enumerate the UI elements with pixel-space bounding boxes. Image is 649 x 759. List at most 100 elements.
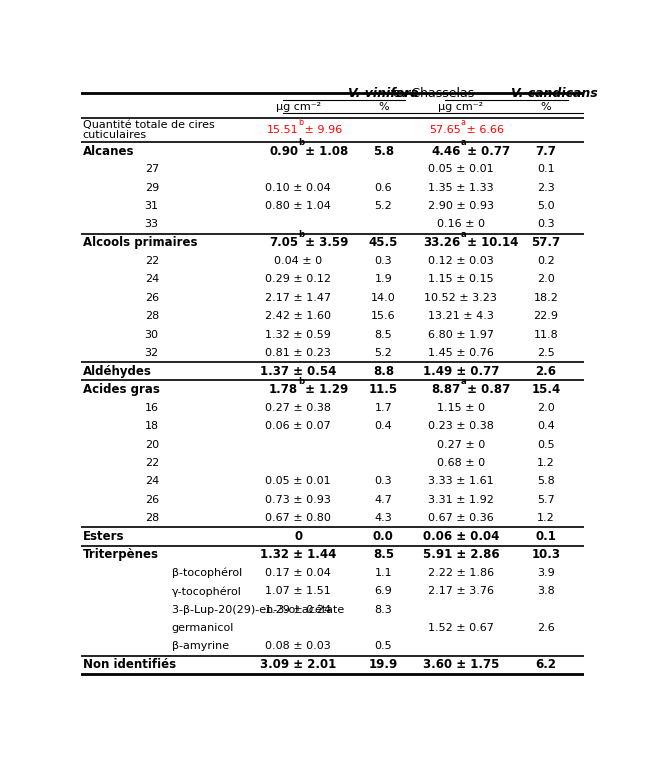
Text: %: % bbox=[378, 102, 389, 112]
Text: 2.0: 2.0 bbox=[537, 403, 555, 413]
Text: 4.7: 4.7 bbox=[374, 495, 392, 505]
Text: 3.8: 3.8 bbox=[537, 587, 555, 597]
Text: a: a bbox=[461, 138, 467, 147]
Text: Acides gras: Acides gras bbox=[82, 383, 160, 396]
Text: 8.87: 8.87 bbox=[432, 383, 461, 396]
Text: 18: 18 bbox=[145, 421, 159, 431]
Text: 8.3: 8.3 bbox=[374, 605, 392, 615]
Text: 0.27 ± 0: 0.27 ± 0 bbox=[437, 439, 485, 449]
Text: 15.4: 15.4 bbox=[532, 383, 561, 396]
Text: 0.06 ± 0.04: 0.06 ± 0.04 bbox=[422, 530, 499, 543]
Text: 10.52 ± 3.23: 10.52 ± 3.23 bbox=[424, 293, 497, 303]
Text: 1.49 ± 0.77: 1.49 ± 0.77 bbox=[422, 365, 499, 378]
Text: 1.37 ± 0.54: 1.37 ± 0.54 bbox=[260, 365, 336, 378]
Text: 0.05 ± 0.01: 0.05 ± 0.01 bbox=[265, 477, 331, 487]
Text: V. vinifera: V. vinifera bbox=[349, 87, 419, 99]
Text: ± 1.08: ± 1.08 bbox=[300, 144, 348, 158]
Text: Aldéhydes: Aldéhydes bbox=[82, 365, 152, 378]
Text: 0.3: 0.3 bbox=[374, 256, 392, 266]
Text: b: b bbox=[298, 230, 304, 239]
Text: 14.0: 14.0 bbox=[371, 293, 396, 303]
Text: 0.3: 0.3 bbox=[374, 477, 392, 487]
Text: a: a bbox=[461, 118, 466, 127]
Text: 2.90 ± 0.93: 2.90 ± 0.93 bbox=[428, 201, 494, 211]
Text: 1.32 ± 0.59: 1.32 ± 0.59 bbox=[265, 329, 331, 339]
Text: 22: 22 bbox=[145, 458, 159, 468]
Text: 0.90: 0.90 bbox=[269, 144, 298, 158]
Text: 2.17 ± 1.47: 2.17 ± 1.47 bbox=[265, 293, 331, 303]
Text: 0.23 ± 0.38: 0.23 ± 0.38 bbox=[428, 421, 494, 431]
Text: 1.45 ± 0.76: 1.45 ± 0.76 bbox=[428, 348, 494, 358]
Text: 30: 30 bbox=[145, 329, 158, 339]
Text: 1.1: 1.1 bbox=[374, 568, 392, 578]
Text: 3.09 ± 2.01: 3.09 ± 2.01 bbox=[260, 658, 336, 671]
Text: 0.1: 0.1 bbox=[535, 530, 557, 543]
Text: ± 10.14: ± 10.14 bbox=[463, 236, 519, 249]
Text: 10.3: 10.3 bbox=[532, 548, 561, 561]
Text: b: b bbox=[298, 118, 303, 127]
Text: β-amyrine: β-amyrine bbox=[172, 641, 229, 651]
Text: 8.8: 8.8 bbox=[373, 365, 394, 378]
Text: 1.52 ± 0.67: 1.52 ± 0.67 bbox=[428, 623, 494, 633]
Text: 0.67 ± 0.80: 0.67 ± 0.80 bbox=[265, 513, 331, 523]
Text: 57.7: 57.7 bbox=[532, 236, 561, 249]
Text: 1.7: 1.7 bbox=[374, 403, 392, 413]
Text: 29: 29 bbox=[145, 183, 159, 193]
Text: 0.5: 0.5 bbox=[537, 439, 555, 449]
Text: 3.9: 3.9 bbox=[537, 568, 555, 578]
Text: Triterpènes: Triterpènes bbox=[82, 548, 158, 561]
Text: 7.7: 7.7 bbox=[535, 144, 557, 158]
Text: Esters: Esters bbox=[82, 530, 124, 543]
Text: 0.17 ± 0.04: 0.17 ± 0.04 bbox=[265, 568, 331, 578]
Text: 2.22 ± 1.86: 2.22 ± 1.86 bbox=[428, 568, 494, 578]
Text: 4.3: 4.3 bbox=[374, 513, 392, 523]
Text: 26: 26 bbox=[145, 495, 159, 505]
Text: 24: 24 bbox=[145, 477, 159, 487]
Text: µg cm⁻²: µg cm⁻² bbox=[438, 102, 484, 112]
Text: 8.5: 8.5 bbox=[373, 548, 394, 561]
Text: ± 9.96: ± 9.96 bbox=[300, 125, 342, 135]
Text: 0.12 ± 0.03: 0.12 ± 0.03 bbox=[428, 256, 494, 266]
Text: 0.27 ± 0.38: 0.27 ± 0.38 bbox=[265, 403, 331, 413]
Text: 0.68 ± 0: 0.68 ± 0 bbox=[437, 458, 485, 468]
Text: 1.35 ± 1.33: 1.35 ± 1.33 bbox=[428, 183, 494, 193]
Text: 0.08 ± 0.03: 0.08 ± 0.03 bbox=[265, 641, 331, 651]
Text: ± 6.66: ± 6.66 bbox=[463, 125, 504, 135]
Text: Non identifiés: Non identifiés bbox=[82, 658, 176, 671]
Text: cv Chasselas: cv Chasselas bbox=[389, 87, 474, 99]
Text: 19.9: 19.9 bbox=[369, 658, 398, 671]
Text: 0.73 ± 0.93: 0.73 ± 0.93 bbox=[265, 495, 331, 505]
Text: 0.1: 0.1 bbox=[537, 165, 555, 175]
Text: 0.05 ± 0.01: 0.05 ± 0.01 bbox=[428, 165, 494, 175]
Text: 2.0: 2.0 bbox=[537, 275, 555, 285]
Text: %: % bbox=[541, 102, 552, 112]
Text: 1.07 ± 1.51: 1.07 ± 1.51 bbox=[265, 587, 331, 597]
Text: 27: 27 bbox=[145, 165, 159, 175]
Text: 15.6: 15.6 bbox=[371, 311, 396, 321]
Text: 1.78: 1.78 bbox=[269, 383, 298, 396]
Text: 0.16 ± 0: 0.16 ± 0 bbox=[437, 219, 485, 229]
Text: 3.31 ± 1.92: 3.31 ± 1.92 bbox=[428, 495, 494, 505]
Text: 28: 28 bbox=[145, 513, 159, 523]
Text: 5.8: 5.8 bbox=[373, 144, 394, 158]
Text: 0.0: 0.0 bbox=[373, 530, 394, 543]
Text: 0.67 ± 0.36: 0.67 ± 0.36 bbox=[428, 513, 494, 523]
Text: 5.91 ± 2.86: 5.91 ± 2.86 bbox=[422, 548, 499, 561]
Text: 1.2: 1.2 bbox=[537, 458, 555, 468]
Text: 2.6: 2.6 bbox=[535, 365, 557, 378]
Text: 1.2: 1.2 bbox=[537, 513, 555, 523]
Text: 6.2: 6.2 bbox=[535, 658, 557, 671]
Text: 1.9: 1.9 bbox=[374, 275, 392, 285]
Text: 0.4: 0.4 bbox=[537, 421, 555, 431]
Text: 0.04 ± 0: 0.04 ± 0 bbox=[274, 256, 322, 266]
Text: 11.8: 11.8 bbox=[533, 329, 559, 339]
Text: 5.0: 5.0 bbox=[537, 201, 555, 211]
Text: 16: 16 bbox=[145, 403, 158, 413]
Text: 2.17 ± 3.76: 2.17 ± 3.76 bbox=[428, 587, 494, 597]
Text: γ-tocophérol: γ-tocophérol bbox=[172, 586, 241, 597]
Text: 13.21 ± 4.3: 13.21 ± 4.3 bbox=[428, 311, 494, 321]
Text: 0.6: 0.6 bbox=[374, 183, 392, 193]
Text: 31: 31 bbox=[145, 201, 158, 211]
Text: ± 1.29: ± 1.29 bbox=[300, 383, 348, 396]
Text: 32: 32 bbox=[145, 348, 159, 358]
